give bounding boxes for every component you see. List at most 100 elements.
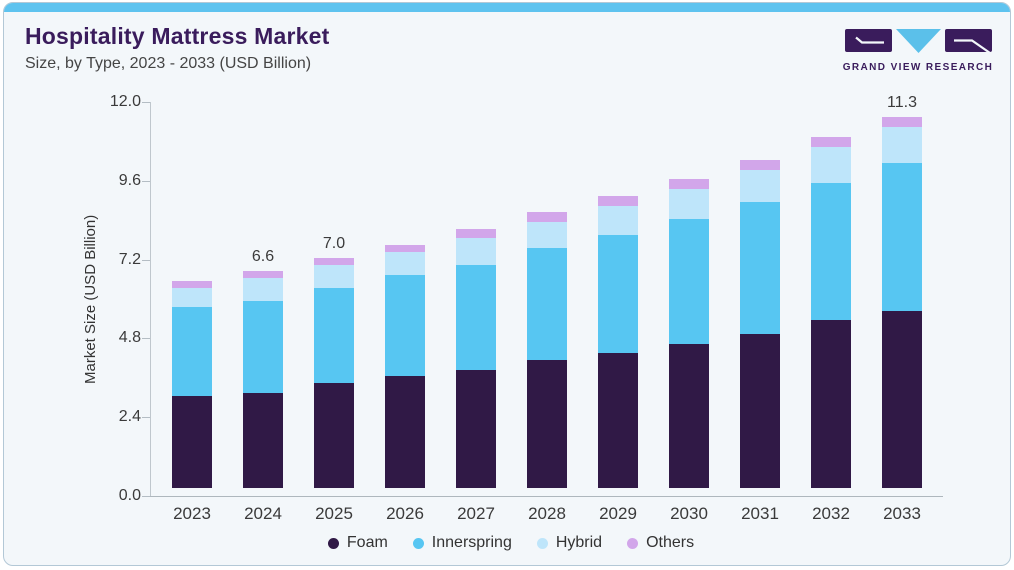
y-tick-label: 0.0 <box>118 487 141 504</box>
bar-segment-innerspring-2027 <box>456 264 496 370</box>
bar-segment-innerspring-2029 <box>598 235 638 354</box>
bar-segment-hybrid-2026 <box>385 251 425 275</box>
x-axis-line <box>150 496 943 497</box>
bar-segment-foam-2028 <box>527 359 567 488</box>
gvr-logo: GRAND VIEW RESEARCH <box>842 28 994 73</box>
bar-segment-hybrid-2030 <box>669 189 709 219</box>
y-tick-label: 9.6 <box>118 171 141 189</box>
legend-label: Innerspring <box>431 534 512 551</box>
bar-segment-foam-2032 <box>811 320 851 488</box>
bar-segment-foam-2030 <box>669 343 709 488</box>
bar-segment-others-2029 <box>598 195 638 206</box>
x-tick-label: 2025 <box>315 504 353 523</box>
x-tick-label: 2029 <box>599 504 637 523</box>
legend-dot-icon <box>536 537 548 549</box>
legend-item-others: Others <box>627 534 694 552</box>
x-tick-label: 2033 <box>883 504 921 523</box>
page-subtitle: Size, by Type, 2023 - 2033 (USD Billion) <box>25 55 312 72</box>
y-tick-label: 12.0 <box>109 93 141 111</box>
bar-2029 <box>598 195 638 488</box>
bar-2030 <box>669 179 709 488</box>
legend-label: Others <box>646 534 695 551</box>
x-tick-label: 2024 <box>244 504 282 523</box>
bar-segment-foam-2033 <box>882 310 922 488</box>
bar-value-label: 11.3 <box>887 94 917 111</box>
bar-segment-others-2028 <box>527 212 567 222</box>
y-tick-mark <box>142 102 150 104</box>
bar-segment-foam-2027 <box>456 369 496 488</box>
y-axis-title: Market Size (USD Billion) <box>82 214 99 384</box>
y-tick-label: 7.2 <box>118 250 141 268</box>
x-tick-label: 2023 <box>173 504 211 523</box>
bar-segment-innerspring-2030 <box>669 218 709 344</box>
bar-segment-innerspring-2026 <box>385 274 425 377</box>
bar-segment-hybrid-2024 <box>243 277 283 301</box>
bar-segment-others-2023 <box>172 281 212 288</box>
bar-segment-foam-2026 <box>385 376 425 488</box>
bar-segment-others-2026 <box>385 245 425 252</box>
x-tick-label: 2030 <box>670 504 708 523</box>
bar-2024 <box>243 271 283 488</box>
y-tick-mark <box>142 259 150 261</box>
bar-2025 <box>314 258 354 488</box>
bar-segment-others-2033 <box>882 117 922 127</box>
bar-segment-hybrid-2032 <box>811 146 851 183</box>
y-tick-label: 4.8 <box>118 329 141 347</box>
bar-segment-hybrid-2031 <box>740 169 780 203</box>
x-tick-label: 2032 <box>812 504 850 523</box>
bar-segment-innerspring-2025 <box>314 287 354 383</box>
legend-label: Hybrid <box>555 534 603 551</box>
y-tick-mark <box>142 496 150 497</box>
legend-item-foam: Foam <box>327 534 388 552</box>
bar-2028 <box>527 212 567 488</box>
bar-segment-innerspring-2033 <box>882 162 922 311</box>
bar-segment-others-2031 <box>740 159 780 170</box>
bar-segment-others-2027 <box>456 228 496 239</box>
legend-dot-icon <box>412 537 424 549</box>
bar-segment-foam-2029 <box>598 353 638 488</box>
x-tick-label: 2028 <box>528 504 566 523</box>
x-tick-label: 2027 <box>457 504 495 523</box>
bar-segment-hybrid-2027 <box>456 238 496 265</box>
bar-segment-others-2032 <box>811 136 851 147</box>
bar-segment-hybrid-2029 <box>598 205 638 236</box>
x-tick-label: 2031 <box>741 504 779 523</box>
bar-2027 <box>456 228 496 488</box>
y-tick-mark <box>142 417 150 419</box>
y-tick-mark <box>142 180 150 182</box>
bar-segment-innerspring-2024 <box>243 300 283 393</box>
bar-segment-hybrid-2025 <box>314 264 354 288</box>
gvr-logo-icon <box>845 29 992 54</box>
bar-segment-hybrid-2033 <box>882 126 922 163</box>
bar-segment-hybrid-2023 <box>172 287 212 308</box>
bar-segment-others-2025 <box>314 258 354 265</box>
bar-2026 <box>385 245 425 488</box>
legend-dot-icon <box>627 537 639 549</box>
bar-2033 <box>882 117 922 488</box>
bar-value-label: 6.6 <box>251 248 275 266</box>
bar-segment-hybrid-2028 <box>527 222 567 249</box>
bar-value-label: 7.0 <box>322 235 346 253</box>
page-title: Hospitality Mattress Market <box>25 23 330 49</box>
bar-segment-innerspring-2028 <box>527 248 567 360</box>
bar-segment-others-2030 <box>669 179 709 190</box>
bar-segment-foam-2024 <box>243 392 283 488</box>
bar-2032 <box>811 136 851 488</box>
bar-2031 <box>740 159 780 488</box>
y-tick-label: 2.4 <box>118 408 141 426</box>
legend-item-hybrid: Hybrid <box>536 534 603 552</box>
y-axis-line <box>150 102 151 496</box>
bar-segment-foam-2025 <box>314 382 354 488</box>
x-tick-label: 2026 <box>386 504 424 523</box>
card-top-accent <box>4 3 1010 12</box>
legend-dot-icon <box>327 537 339 549</box>
bar-segment-foam-2023 <box>172 396 212 488</box>
bar-segment-foam-2031 <box>740 333 780 488</box>
report-card: Hospitality Mattress Market Size, by Typ… <box>3 2 1011 566</box>
bar-segment-others-2024 <box>243 271 283 278</box>
bar-segment-innerspring-2031 <box>740 202 780 334</box>
bar-2023 <box>172 281 212 488</box>
legend-item-innerspring: Innerspring <box>412 534 512 552</box>
bar-segment-innerspring-2032 <box>811 182 851 321</box>
legend-label: Foam <box>346 534 388 551</box>
